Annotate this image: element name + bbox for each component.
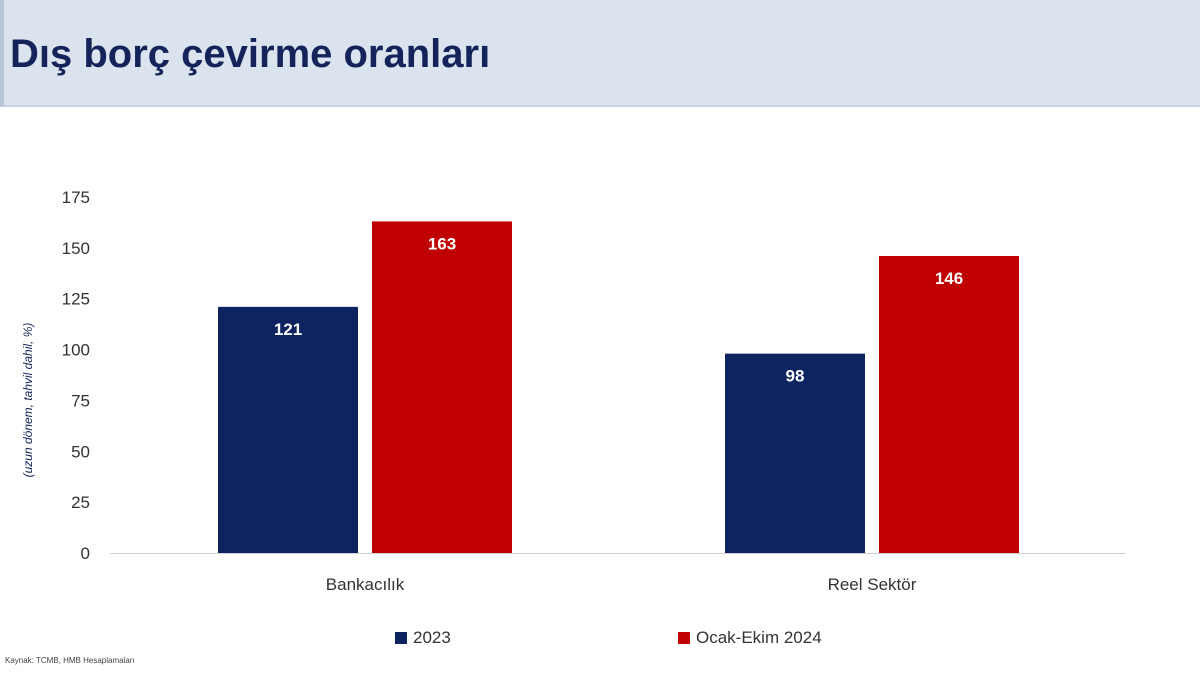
y-tick-label: 100 (62, 341, 90, 360)
data-label: 146 (935, 269, 963, 288)
y-tick-label: 175 (62, 188, 90, 207)
bar-2023-reel-sektor (725, 353, 865, 553)
source-note: Kaynak: TCMB, HMB Hesaplamaları (5, 656, 135, 665)
legend-swatch-2024 (678, 632, 690, 644)
legend-label-2024: Ocak-Ekim 2024 (696, 628, 822, 647)
bar-2023-bankacilik (218, 306, 358, 553)
bar-2024-reel-sektor (879, 255, 1019, 553)
data-label: 121 (274, 320, 302, 339)
legend-item-2024: Ocak-Ekim 2024 (678, 628, 822, 648)
bar-2024-bankacilik (372, 221, 512, 553)
y-tick-label: 75 (71, 391, 90, 410)
page-title: Dış borç çevirme oranları (10, 32, 491, 76)
y-axis-title: (uzun dönem, tahvil dahil, %) (21, 323, 35, 478)
title-band (0, 0, 1200, 107)
data-label: 98 (786, 367, 805, 386)
legend-item-2023: 2023 (395, 628, 451, 648)
y-tick-label: 125 (62, 290, 90, 309)
x-category-label: Reel Sektör (828, 575, 917, 594)
legend-label-2023: 2023 (413, 628, 451, 647)
y-tick-label: 50 (71, 442, 90, 461)
y-tick-label: 150 (62, 239, 90, 258)
y-tick-label: 0 (81, 544, 90, 563)
data-label: 163 (428, 234, 456, 253)
y-tick-label: 25 (71, 493, 90, 512)
x-category-label: Bankacılık (326, 575, 405, 594)
legend-swatch-2023 (395, 632, 407, 644)
chart-legend: 2023 Ocak-Ekim 2024 (0, 628, 1200, 652)
